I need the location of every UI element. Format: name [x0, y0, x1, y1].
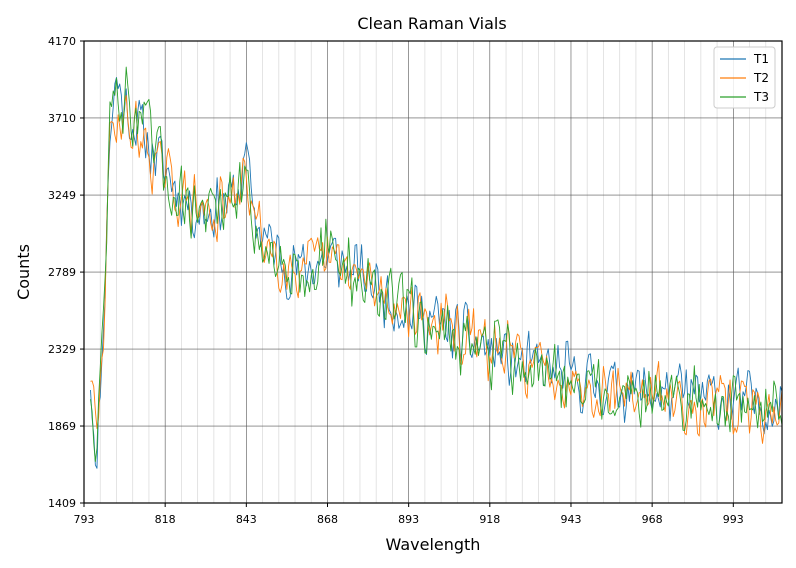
y-tick-label: 2329 — [48, 343, 76, 356]
legend: T1 T2 T3 — [713, 46, 776, 109]
y-tick-label: 2789 — [48, 266, 76, 279]
legend-label-T3: T3 — [753, 90, 769, 104]
x-tick-label: 968 — [642, 513, 663, 526]
series-line-T2 — [90, 95, 783, 444]
y-tick-label: 3710 — [48, 112, 76, 125]
x-tick-label: 893 — [398, 513, 419, 526]
x-tick-label: 818 — [155, 513, 176, 526]
series-layer — [90, 66, 783, 469]
legend-label-T1: T1 — [753, 52, 769, 66]
y-tick-label: 1869 — [48, 420, 76, 433]
x-tick-label: 993 — [723, 513, 744, 526]
x-tick-label: 943 — [560, 513, 581, 526]
x-tick-label: 868 — [317, 513, 338, 526]
x-tick-label: 843 — [236, 513, 257, 526]
x-axis-title: Wavelength — [386, 535, 481, 554]
y-axis: 1409 1869 2329 2789 3249 3710 4170 — [48, 35, 84, 510]
x-tick-label: 918 — [479, 513, 500, 526]
x-axis: 793 818 843 868 893 918 943 968 993 — [74, 503, 744, 526]
series-line-T1 — [90, 77, 783, 469]
y-tick-label: 4170 — [48, 35, 76, 48]
legend-label-T2: T2 — [753, 71, 769, 85]
y-axis-title: Counts — [14, 244, 33, 300]
y-tick-label: 3249 — [48, 189, 76, 202]
chart-title: Clean Raman Vials — [357, 14, 506, 33]
series-line-T3 — [90, 66, 783, 462]
x-tick-label: 793 — [74, 513, 95, 526]
y-tick-label: 1409 — [48, 497, 76, 510]
